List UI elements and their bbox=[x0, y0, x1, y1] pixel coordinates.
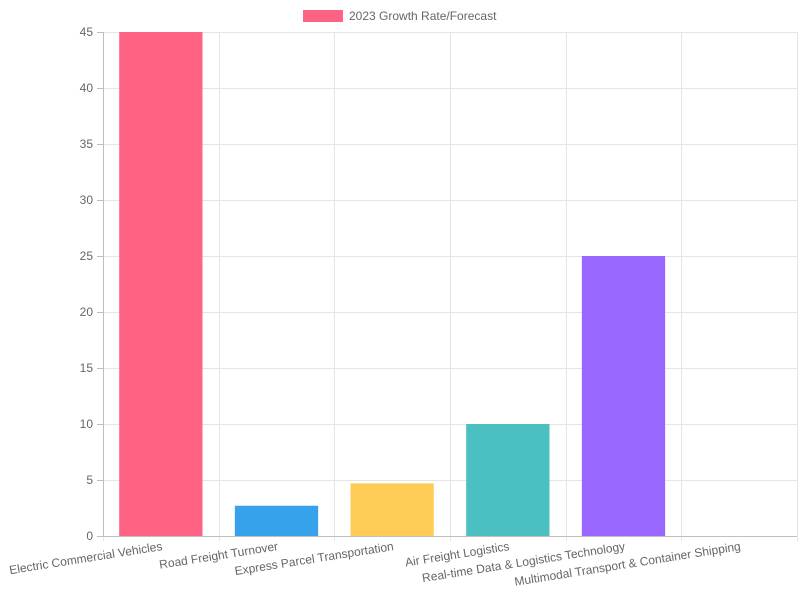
y-tick-label: 40 bbox=[80, 81, 94, 95]
bar[interactable] bbox=[350, 483, 434, 536]
y-tick-label: 5 bbox=[86, 473, 93, 487]
x-tick-label: Electric Commercial Vehicles bbox=[8, 539, 163, 577]
bars bbox=[119, 32, 666, 536]
y-tick-label: 35 bbox=[80, 137, 94, 151]
grid-lines bbox=[103, 32, 798, 541]
bar[interactable] bbox=[234, 505, 319, 536]
bar[interactable] bbox=[466, 424, 550, 536]
bar[interactable] bbox=[119, 32, 203, 536]
y-tick-label: 30 bbox=[80, 193, 94, 207]
y-tick-label: 10 bbox=[80, 417, 94, 431]
y-tick-label: 20 bbox=[80, 305, 94, 319]
y-tick-label: 0 bbox=[86, 529, 93, 543]
y-tick-label: 45 bbox=[80, 25, 94, 39]
y-tick-label: 25 bbox=[80, 249, 94, 263]
axes bbox=[103, 32, 797, 537]
bar[interactable] bbox=[581, 256, 666, 536]
y-tick-label: 15 bbox=[80, 361, 94, 375]
legend-label: 2023 Growth Rate/Forecast bbox=[349, 9, 497, 23]
legend[interactable]: 2023 Growth Rate/Forecast bbox=[303, 9, 497, 23]
legend-swatch bbox=[303, 10, 343, 22]
y-axis-ticks: 0 5 10 15 20 25 30 35 40 45 bbox=[80, 25, 103, 543]
